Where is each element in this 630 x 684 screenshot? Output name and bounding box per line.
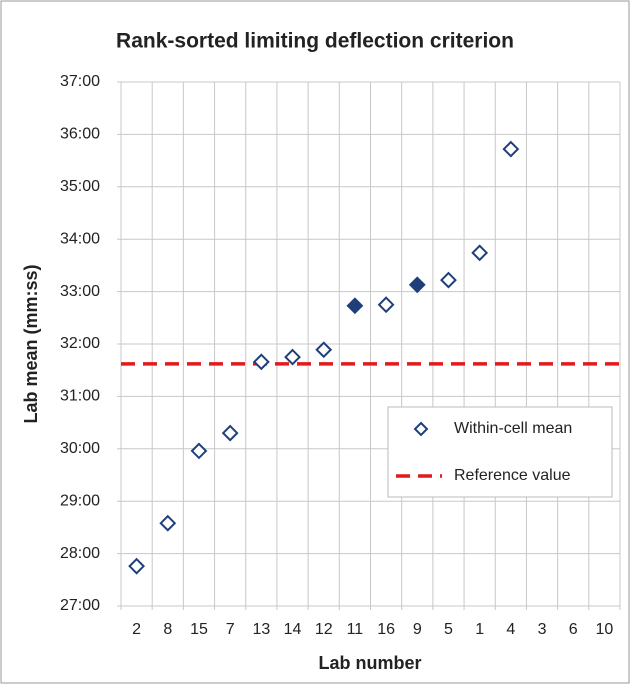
x-tick-label: 4: [506, 621, 515, 638]
legend-label: Within-cell mean: [454, 420, 572, 437]
y-tick-label: 37:00: [60, 73, 100, 90]
x-tick-label: 8: [163, 621, 172, 638]
y-tick-label: 32:00: [60, 335, 100, 352]
legend-marker: [413, 421, 429, 437]
y-tick-label: 31:00: [60, 388, 100, 405]
data-point: [159, 514, 177, 532]
x-tick-label: 1: [475, 621, 484, 638]
x-tick-label: 11: [347, 621, 364, 638]
x-axis-title: Lab number: [318, 653, 421, 673]
data-point: [377, 296, 395, 314]
data-point: [252, 353, 270, 371]
data-point: [440, 271, 457, 289]
y-axis-title: Lab mean (mm:ss): [21, 264, 41, 423]
x-tick-label: 12: [315, 621, 333, 638]
data-point: [408, 276, 426, 294]
chart-title: Rank-sorted limiting deflection criterio…: [116, 30, 514, 53]
x-tick-label: 6: [569, 621, 578, 638]
x-tick-label: 7: [226, 621, 235, 638]
y-tick-label: 30:00: [60, 440, 100, 457]
data-point: [284, 348, 301, 366]
y-tick-label: 27:00: [60, 597, 100, 614]
data-point: [128, 557, 146, 575]
data-point: [346, 297, 364, 315]
y-tick-label: 36:00: [60, 126, 100, 143]
data-point: [502, 140, 520, 158]
x-tick-label: 15: [190, 621, 208, 638]
legend-label: Reference value: [454, 467, 571, 484]
x-tick-label: 14: [284, 621, 302, 638]
x-tick-label: 2: [132, 621, 141, 638]
y-tick-label: 35:00: [60, 178, 100, 195]
data-point: [315, 341, 333, 359]
legend-box: [387, 406, 613, 498]
data-point: [221, 424, 239, 442]
y-tick-label: 28:00: [60, 545, 100, 562]
x-tick-label: 3: [538, 621, 547, 638]
y-tick-label: 33:00: [60, 283, 100, 300]
x-tick-label: 9: [413, 621, 422, 638]
y-tick-label: 29:00: [60, 492, 100, 509]
x-tick-label: 16: [377, 621, 395, 638]
data-point: [471, 244, 489, 262]
x-tick-label: 5: [444, 621, 453, 638]
data-point: [190, 442, 208, 460]
x-tick-label: 13: [252, 621, 270, 638]
y-tick-label: 34:00: [60, 230, 100, 247]
x-tick-label: 10: [596, 621, 614, 638]
